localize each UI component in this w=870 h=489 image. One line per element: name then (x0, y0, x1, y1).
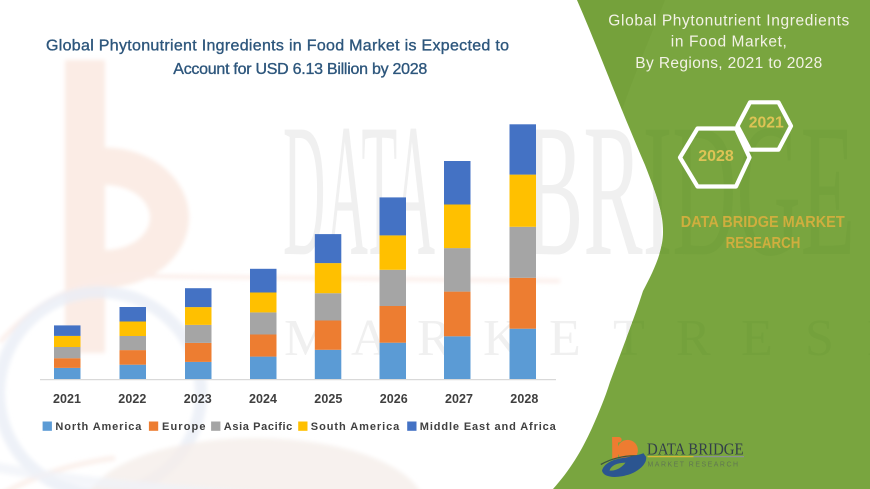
svg-text:Middle East and Africa: Middle East and Africa (420, 421, 557, 433)
svg-text:DATA BRIDGE MARKET: DATA BRIDGE MARKET (681, 214, 845, 231)
svg-text:Asia Pacific: Asia Pacific (224, 421, 292, 433)
svg-text:2027: 2027 (445, 392, 473, 406)
svg-text:RESEARCH: RESEARCH (726, 235, 801, 252)
svg-text:2024: 2024 (249, 392, 277, 406)
svg-text:By Regions, 2021 to 2028: By Regions, 2021 to 2028 (635, 55, 822, 72)
svg-text:Global Phytonutrient Ingredien: Global Phytonutrient Ingredients in Food… (46, 38, 509, 55)
svg-text:2022: 2022 (118, 392, 146, 406)
svg-text:2025: 2025 (314, 392, 342, 406)
svg-text:DATA BRIDGE: DATA BRIDGE (647, 440, 744, 459)
svg-text:Europe: Europe (162, 421, 206, 433)
svg-text:Global Phytonutrient Ingredien: Global Phytonutrient Ingredients (608, 12, 849, 29)
svg-text:North America: North America (55, 421, 142, 433)
svg-text:MARKET RESEARCH: MARKET RESEARCH (648, 462, 740, 469)
svg-text:2021: 2021 (749, 114, 784, 131)
svg-text:2028: 2028 (510, 392, 538, 406)
svg-text:2028: 2028 (698, 148, 734, 165)
svg-text:in Food Market,: in Food Market, (671, 34, 787, 51)
svg-text:2021: 2021 (53, 392, 81, 406)
svg-text:2026: 2026 (380, 392, 408, 406)
svg-text:2023: 2023 (184, 392, 212, 406)
svg-text:South America: South America (311, 421, 400, 433)
svg-text:Account for USD 6.13 Billion b: Account for USD 6.13 Billion by 2028 (173, 61, 427, 78)
